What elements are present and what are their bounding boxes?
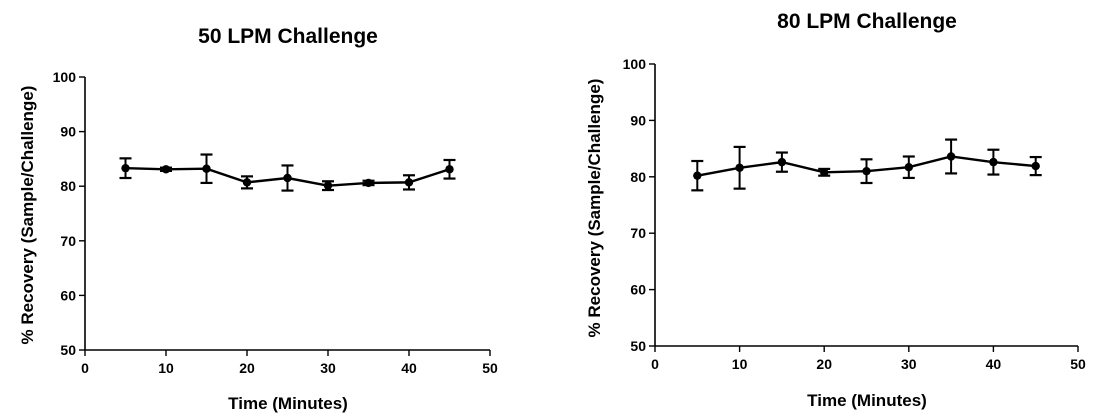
y-axis-label: % Recovery (Sample/Challenge) <box>18 86 37 345</box>
data-point <box>1031 161 1040 171</box>
plot-area <box>119 153 456 192</box>
x-axis-label: Time (Minutes) <box>807 391 927 410</box>
y-tick-label: 90 <box>630 112 646 128</box>
x-tick-label: 20 <box>239 360 255 376</box>
data-point <box>161 165 171 174</box>
plot-area <box>691 138 1042 192</box>
x-tick-label: 40 <box>986 356 1002 372</box>
data-point <box>445 165 454 174</box>
x-tick-label: 0 <box>81 360 89 376</box>
chart-80-lpm: 80 LPM Challenge Time (Minutes) % Recove… <box>585 10 1086 410</box>
data-point <box>820 168 829 177</box>
data-point <box>364 178 373 188</box>
y-tick-label: 60 <box>60 287 76 303</box>
x-tick-label: 0 <box>651 356 659 372</box>
y-axis-label: % Recovery (Sample/Challenge) <box>585 79 604 338</box>
x-tick-label: 10 <box>158 360 174 376</box>
data-point <box>777 157 787 167</box>
chart-title: 80 LPM Challenge <box>777 10 957 33</box>
y-tick-label: 70 <box>60 233 76 249</box>
x-tick-label: 30 <box>901 356 917 372</box>
chart-title: 50 LPM Challenge <box>198 25 378 48</box>
y-tick-label: 70 <box>630 225 646 241</box>
data-point <box>946 152 956 161</box>
y-tick-label: 100 <box>53 69 77 85</box>
data-point <box>242 178 252 187</box>
data-point <box>323 181 333 190</box>
x-tick-label: 10 <box>732 356 748 372</box>
data-point <box>904 163 913 172</box>
axis-ticks: 0 10 20 30 40 50 50 60 70 80 90 100 <box>53 69 498 376</box>
data-point <box>693 171 702 180</box>
data-point <box>202 164 211 173</box>
data-point <box>862 166 871 176</box>
x-tick-label: 30 <box>320 360 336 376</box>
data-point <box>283 173 292 183</box>
y-tick-label: 60 <box>630 282 646 298</box>
y-tick-label: 50 <box>60 342 76 358</box>
x-axis-label: Time (Minutes) <box>228 394 348 413</box>
y-tick-label: 80 <box>630 169 646 185</box>
y-tick-label: 100 <box>623 56 647 72</box>
data-point <box>404 178 414 187</box>
chart-50-lpm: 50 LPM Challenge Time (Minutes) % Recove… <box>18 25 498 413</box>
x-tick-label: 40 <box>401 360 417 376</box>
axis-ticks: 0 10 20 30 40 50 50 60 70 80 90 100 <box>623 56 1086 372</box>
x-tick-label: 50 <box>1070 356 1086 372</box>
data-point <box>989 157 998 167</box>
data-point <box>121 163 130 173</box>
x-tick-label: 20 <box>816 356 832 372</box>
y-tick-label: 50 <box>630 338 646 354</box>
y-tick-label: 90 <box>60 124 76 140</box>
x-tick-label: 50 <box>482 360 498 376</box>
y-tick-label: 80 <box>60 178 76 194</box>
data-point <box>735 163 744 172</box>
